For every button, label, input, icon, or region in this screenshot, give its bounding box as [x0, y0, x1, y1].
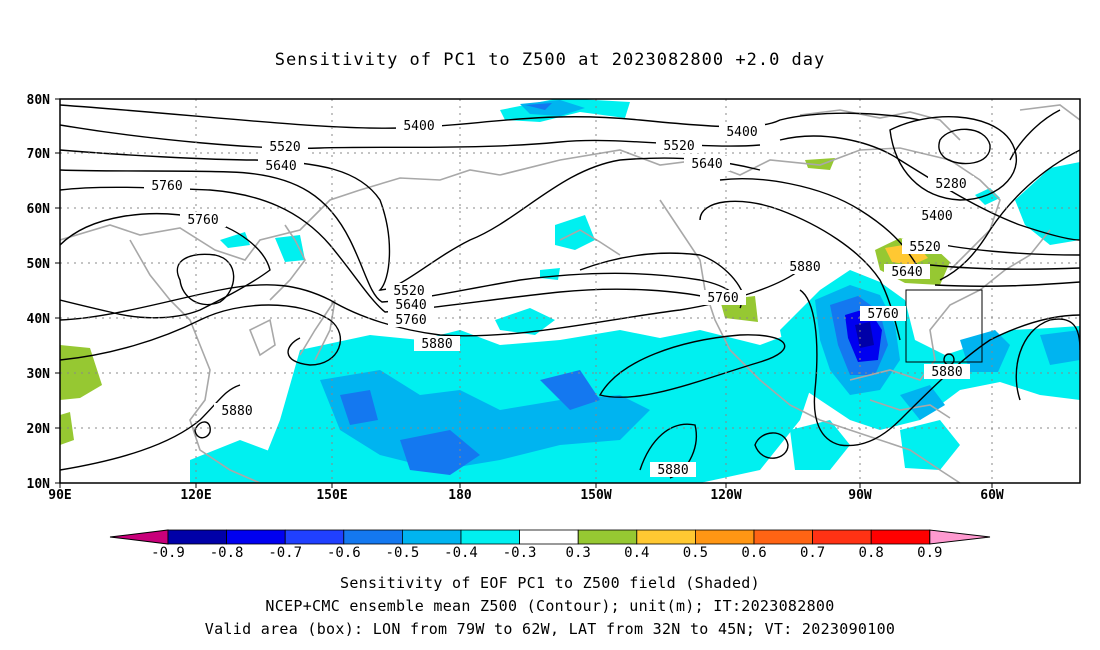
contour-label: 5760	[395, 313, 426, 328]
contour-label: 5760	[151, 179, 182, 194]
contour-label: 5400	[921, 209, 952, 224]
z500-contours	[60, 104, 1080, 479]
lon-label: 120W	[710, 488, 741, 503]
lat-labels: 80N 70N 60N 50N 40N 30N 20N 10N	[27, 93, 51, 492]
lat-label: 70N	[27, 147, 51, 162]
lat-label: 40N	[27, 312, 51, 327]
lon-label: 150W	[580, 488, 611, 503]
contour-label: 5880	[789, 260, 820, 275]
contour-label: 5640	[891, 265, 922, 280]
lon-label: 60W	[980, 488, 1004, 503]
footer-line-2: NCEP+CMC ensemble mean Z500 (Contour); u…	[265, 597, 835, 615]
contour-label: 5880	[657, 463, 688, 478]
page-title: Sensitivity of PC1 to Z500 at 2023082800…	[274, 50, 826, 70]
lon-label: 90W	[848, 488, 872, 503]
lat-label: 20N	[27, 422, 51, 437]
valid-area-box	[905, 289, 983, 363]
contour-label: 5640	[265, 159, 296, 174]
contour-label: 5400	[726, 125, 757, 140]
axis-ticks	[55, 98, 993, 488]
contour-label: 5880	[421, 337, 452, 352]
contour-label: 5760	[707, 291, 738, 306]
lon-label: 150E	[316, 488, 347, 503]
contour-label: 5640	[691, 157, 722, 172]
lat-label: 10N	[27, 477, 51, 492]
contour-labels: 5400 5400 5520 5520 5640 5640 5760 5760 …	[144, 118, 974, 478]
contour-label: 5880	[931, 365, 962, 380]
lat-label: 50N	[27, 257, 51, 272]
contour-label: 5520	[909, 240, 940, 255]
map-frame	[59, 98, 1081, 484]
lon-label: 90E	[48, 488, 71, 503]
lat-label: 30N	[27, 367, 51, 382]
contour-label: 5760	[187, 213, 218, 228]
lon-labels: 90E 120E 150E 180 150W 120W 90W 60W	[48, 488, 1004, 503]
lon-label: 180	[448, 488, 472, 503]
contour-label: 5400	[403, 119, 434, 134]
contour-label: 5640	[395, 298, 426, 313]
footer-line-3: Valid area (box): LON from 79W to 62W, L…	[204, 620, 896, 638]
lat-label: 80N	[27, 93, 51, 108]
contour-label: 5520	[269, 140, 300, 155]
contour-label: 5520	[393, 284, 424, 299]
contour-label: 5520	[663, 139, 694, 154]
contour-label: 5760	[867, 307, 898, 322]
contour-label: 5280	[935, 177, 966, 192]
contour-label: 5880	[221, 404, 252, 419]
lat-label: 60N	[27, 202, 51, 217]
lon-label: 120E	[180, 488, 211, 503]
footer-line-1: Sensitivity of EOF PC1 to Z500 field (Sh…	[340, 574, 760, 592]
map-grid	[60, 99, 1080, 483]
